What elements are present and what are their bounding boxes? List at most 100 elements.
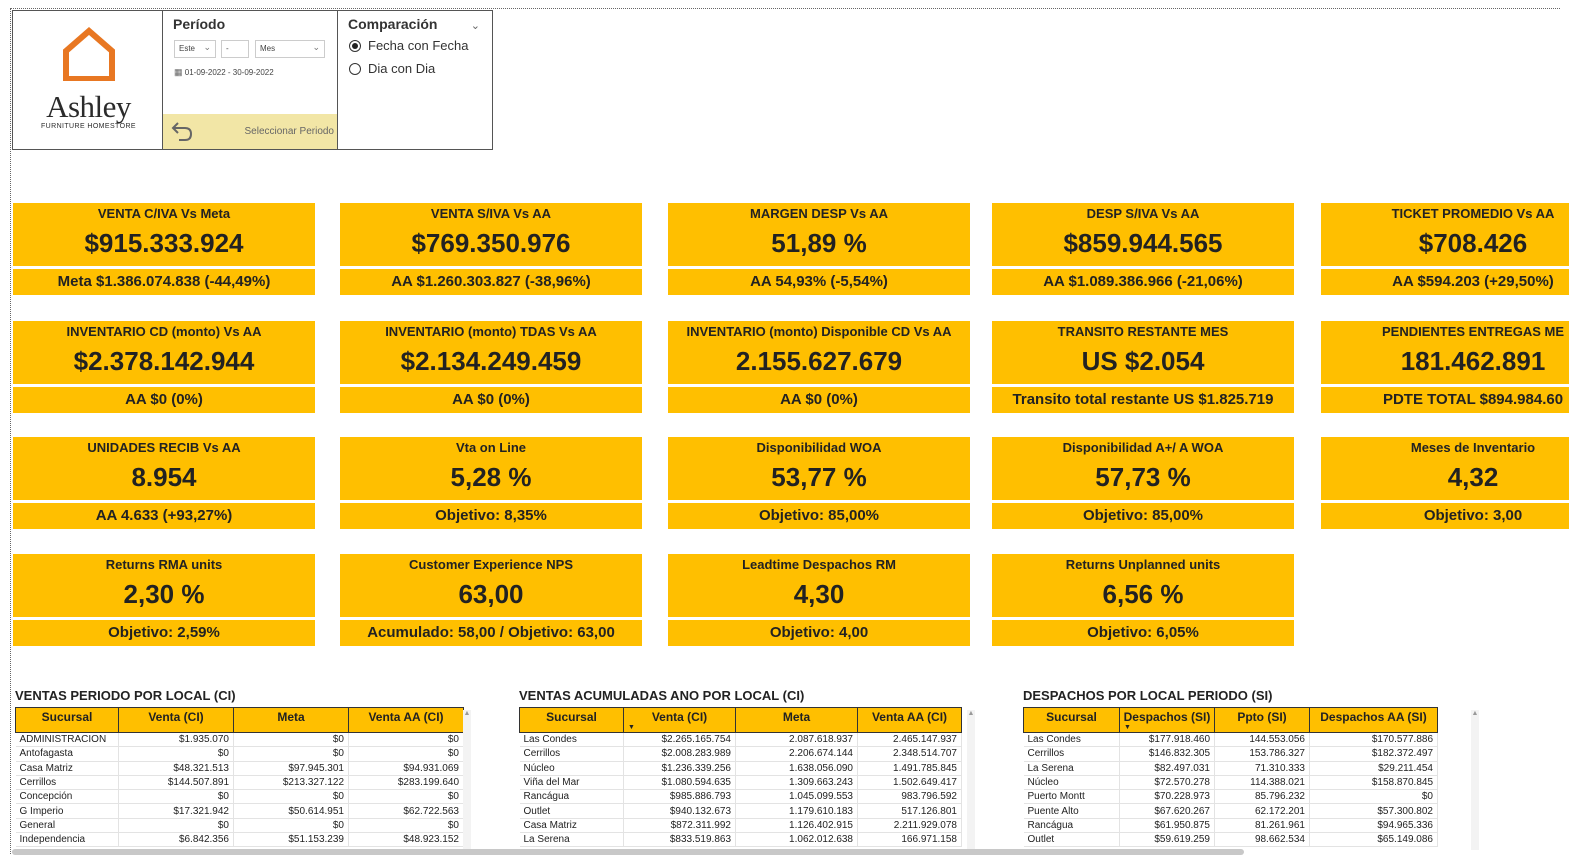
column-header[interactable]: Despachos (SI) ▼ bbox=[1119, 707, 1215, 733]
select-period-button[interactable]: Seleccionar Periodo bbox=[163, 114, 337, 149]
column-header-label: Despachos (SI) bbox=[1123, 710, 1211, 724]
table-row[interactable]: ADMINISTRACION $1.935.070 $0 $0 bbox=[15, 732, 464, 748]
column-header[interactable]: Venta (CI) bbox=[118, 707, 234, 733]
table-cell: $61.950.875 bbox=[1119, 818, 1215, 834]
column-header[interactable]: Despachos AA (SI) bbox=[1309, 707, 1438, 733]
column-header[interactable]: Ppto (SI) bbox=[1214, 707, 1310, 733]
table-row[interactable]: Casa Matriz $48.321.513 $97.945.301 $94.931… bbox=[15, 761, 464, 776]
table-row[interactable]: Outlet $940.132.673 1.179.610.183 517.126.8… bbox=[519, 803, 962, 819]
kpi-value: $708.426 bbox=[1418, 228, 1528, 258]
table-cell: $0 bbox=[118, 746, 234, 762]
kpi-label: PENDIENTES ENTREGAS ME bbox=[1381, 324, 1565, 339]
kpi-card-footer: Objetivo: 8,35% bbox=[340, 503, 642, 529]
table-cell: $1.080.594.635 bbox=[623, 775, 736, 791]
kpi-card-footer: AA $1.260.303.827 (-38,96%) bbox=[340, 269, 642, 295]
table-cell: $985.886.793 bbox=[623, 789, 736, 805]
radio-dia-con-dia[interactable]: Dia con Dia bbox=[349, 61, 435, 76]
vertical-scrollbar[interactable]: ▲ bbox=[1471, 710, 1479, 850]
kpi-value: 6,56 % bbox=[1102, 579, 1184, 609]
kpi-card-header: VENTA C/IVA Vs Meta $915.333.924 bbox=[13, 203, 315, 266]
table-row[interactable]: La Serena $82.497.031 71.310.333 $29.211.45… bbox=[1023, 761, 1438, 776]
column-header[interactable]: Venta AA (CI) bbox=[857, 707, 962, 733]
table-row[interactable]: Puente Alto $67.620.267 62.172.201 $57.300.… bbox=[1023, 803, 1438, 819]
table-row[interactable]: Puerto Montt $70.228.973 85.796.232 $0 bbox=[1023, 789, 1438, 805]
kpi-card-footer: AA $1.089.386.966 (-21,06%) bbox=[992, 269, 1294, 295]
kpi-label: DESP S/IVA Vs AA bbox=[1086, 206, 1200, 221]
kpi-card-margen-desp: MARGEN DESP Vs AA 51,89 % AA 54,93% (-5,54… bbox=[668, 203, 970, 295]
table-cell: 153.786.327 bbox=[1214, 746, 1310, 762]
horizontal-scrollbar[interactable] bbox=[12, 849, 1244, 855]
table-row[interactable]: Rancágua $985.886.793 1.045.099.553 983.796… bbox=[519, 789, 962, 805]
kpi-comparison: Transito total restante US $1.825.719 bbox=[1012, 391, 1274, 408]
table-title-ventas-acumuladas: VENTAS ACUMULADAS ANO POR LOCAL (CI) bbox=[519, 688, 805, 703]
chevron-down-icon[interactable]: ⌄ bbox=[470, 20, 480, 32]
vertical-scrollbar[interactable]: ▲ bbox=[967, 710, 975, 850]
table-cell: Puerto Montt bbox=[1023, 789, 1120, 805]
kpi-value: 51,89 % bbox=[771, 228, 867, 258]
table-despachos-periodo: Sucursal Despachos (SI) ▼ Ppto (SI) Despacho… bbox=[1023, 707, 1438, 848]
kpi-value: 63,00 bbox=[458, 579, 524, 609]
vertical-scrollbar[interactable]: ▲ bbox=[463, 710, 471, 850]
table-row[interactable]: Núcleo $1.236.339.256 1.638.056.090 1.491.7… bbox=[519, 761, 962, 776]
kpi-card-footer: Objetivo: 3,00 bbox=[1321, 503, 1569, 529]
table-cell: Casa Matriz bbox=[519, 818, 624, 834]
kpi-card-footer: AA $0 (0%) bbox=[13, 387, 315, 413]
scroll-up-icon[interactable]: ▲ bbox=[463, 710, 471, 717]
table-row[interactable]: Cerrillos $146.832.305 153.786.327 $182.372… bbox=[1023, 746, 1438, 762]
table-row[interactable]: Casa Matriz $872.311.992 1.126.402.915 2.21… bbox=[519, 818, 962, 834]
table-row[interactable]: Núcleo $72.570.278 114.388.021 $158.870.845 bbox=[1023, 775, 1438, 791]
kpi-comparison: Objetivo: 4,00 bbox=[769, 624, 869, 641]
table-row[interactable]: G Imperio $17.321.942 $50.614.951 $62.722.5… bbox=[15, 803, 464, 819]
table-cell: Cerrillos bbox=[519, 746, 624, 762]
kpi-comparison: PDTE TOTAL $894.984.60 bbox=[1382, 391, 1564, 408]
column-header[interactable]: Meta bbox=[233, 707, 349, 733]
table-cell: 71.310.333 bbox=[1214, 761, 1310, 776]
kpi-card-footer: Objetivo: 6,05% bbox=[992, 620, 1294, 646]
column-header[interactable]: Sucursal bbox=[519, 707, 624, 733]
table-row[interactable]: La Serena $833.519.863 1.062.012.638 166.97… bbox=[519, 832, 962, 848]
column-header[interactable]: Sucursal bbox=[15, 707, 119, 733]
table-cell: 1.309.663.243 bbox=[735, 775, 858, 791]
kpi-card-venta-siva: VENTA S/IVA Vs AA $769.350.976 AA $1.260.3… bbox=[340, 203, 642, 295]
column-header-label: Ppto (SI) bbox=[1237, 710, 1287, 724]
table-row[interactable]: Las Condes $177.918.460 144.553.056 $170.57… bbox=[1023, 732, 1438, 748]
table-cell: $1.935.070 bbox=[118, 732, 234, 748]
kpi-card-footer: AA 4.633 (+93,27%) bbox=[13, 503, 315, 529]
kpi-card-venta-civa: VENTA C/IVA Vs Meta $915.333.924 Meta $1.3… bbox=[13, 203, 315, 295]
table-row[interactable]: Independencia $6.842.356 $51.153.239 $48.92… bbox=[15, 832, 464, 848]
table-cell: 144.553.056 bbox=[1214, 732, 1310, 748]
kpi-card-header: INVENTARIO (monto) TDAS Vs AA $2.134.249.… bbox=[340, 321, 642, 384]
periodo-unit-select[interactable]: Mes ⌄ bbox=[255, 40, 325, 58]
table-row[interactable]: Viña del Mar $1.080.594.635 1.309.663.243 1… bbox=[519, 775, 962, 791]
column-header[interactable]: Sucursal bbox=[1023, 707, 1120, 733]
table-cell: $0 bbox=[1309, 789, 1438, 805]
table-cell: $6.842.356 bbox=[118, 832, 234, 848]
kpi-card-footer: AA $0 (0%) bbox=[340, 387, 642, 413]
table-cell: $0 bbox=[348, 746, 464, 762]
table-row[interactable]: General $0 $0 $0 bbox=[15, 818, 464, 834]
column-header[interactable]: Venta AA (CI) bbox=[348, 707, 464, 733]
periodo-count-input[interactable]: - bbox=[221, 40, 249, 58]
table-cell: 1.491.785.845 bbox=[857, 761, 962, 776]
kpi-label: Vta on Line bbox=[455, 440, 527, 455]
kpi-card-inventario-disponible-cd: INVENTARIO (monto) Disponible CD Vs AA 2.… bbox=[668, 321, 970, 413]
table-row[interactable]: Cerrillos $144.507.891 $213.327.122 $283.19… bbox=[15, 775, 464, 791]
table-row[interactable]: Las Condes $2.265.165.754 2.087.618.937 2.4… bbox=[519, 732, 962, 748]
table-row[interactable]: Antofagasta $0 $0 $0 bbox=[15, 746, 464, 762]
table-row[interactable]: Concepción $0 $0 $0 bbox=[15, 789, 464, 805]
column-header[interactable]: Venta (CI) ▼ bbox=[623, 707, 736, 733]
scroll-up-icon[interactable]: ▲ bbox=[967, 710, 975, 717]
radio-fecha-con-fecha[interactable]: Fecha con Fecha bbox=[349, 38, 468, 53]
table-row[interactable]: Outlet $59.619.259 98.662.534 $65.149.086 bbox=[1023, 832, 1438, 848]
kpi-card-header: Meses de Inventario 4,32 bbox=[1321, 437, 1569, 500]
scroll-up-icon[interactable]: ▲ bbox=[1471, 710, 1479, 717]
kpi-label: Returns Unplanned units bbox=[1065, 557, 1221, 572]
table-cell: Antofagasta bbox=[15, 746, 119, 762]
table-row[interactable]: Cerrillos $2.008.283.989 2.206.674.144 2.34… bbox=[519, 746, 962, 762]
kpi-comparison: Meta $1.386.074.838 (-44,49%) bbox=[57, 273, 271, 290]
periodo-relative-select[interactable]: Este ⌄ bbox=[174, 40, 216, 58]
column-header[interactable]: Meta bbox=[735, 707, 858, 733]
table-cell: General bbox=[15, 818, 119, 834]
table-row[interactable]: Rancágua $61.950.875 81.261.961 $94.965.336 bbox=[1023, 818, 1438, 834]
table-cell: Puente Alto bbox=[1023, 803, 1120, 819]
